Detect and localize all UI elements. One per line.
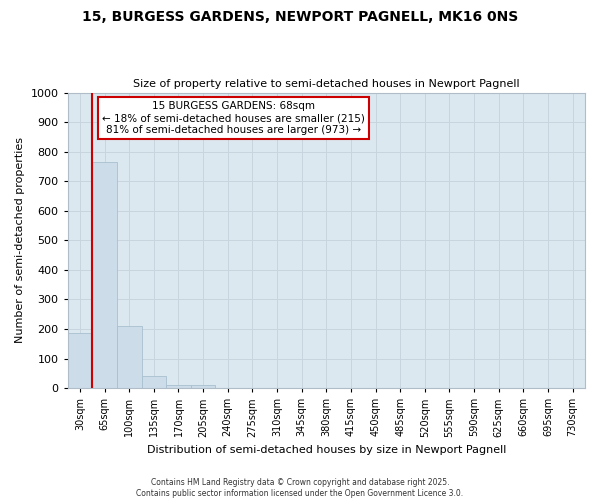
Bar [142, 376, 166, 388]
Bar [166, 384, 191, 388]
Bar [92, 162, 117, 388]
Bar [117, 326, 142, 388]
Y-axis label: Number of semi-detached properties: Number of semi-detached properties [15, 138, 25, 344]
Title: Size of property relative to semi-detached houses in Newport Pagnell: Size of property relative to semi-detach… [133, 79, 520, 89]
Bar [191, 384, 215, 388]
Text: Contains HM Land Registry data © Crown copyright and database right 2025.
Contai: Contains HM Land Registry data © Crown c… [136, 478, 464, 498]
Bar [68, 334, 92, 388]
Text: 15, BURGESS GARDENS, NEWPORT PAGNELL, MK16 0NS: 15, BURGESS GARDENS, NEWPORT PAGNELL, MK… [82, 10, 518, 24]
X-axis label: Distribution of semi-detached houses by size in Newport Pagnell: Distribution of semi-detached houses by … [146, 445, 506, 455]
Text: 15 BURGESS GARDENS: 68sqm
← 18% of semi-detached houses are smaller (215)
81% of: 15 BURGESS GARDENS: 68sqm ← 18% of semi-… [102, 102, 365, 134]
